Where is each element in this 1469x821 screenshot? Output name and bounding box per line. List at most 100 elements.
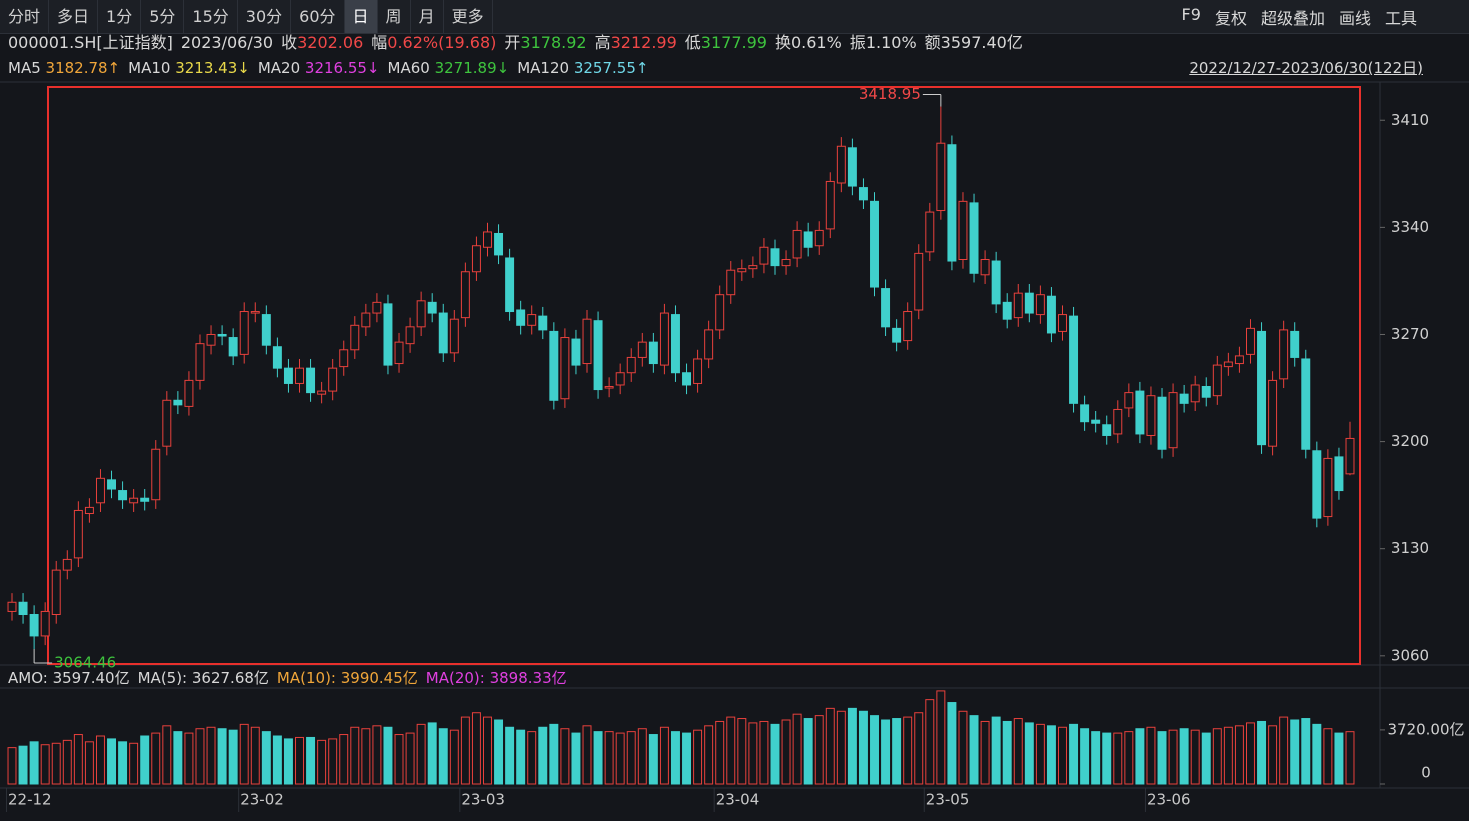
candle-body — [571, 338, 581, 366]
volume-bar — [261, 731, 271, 785]
candle-body — [858, 187, 868, 201]
volume-bar — [1334, 732, 1344, 785]
candle-body — [372, 301, 382, 314]
candle-body — [1301, 358, 1311, 450]
candle-body — [980, 259, 990, 276]
candle-body — [1135, 390, 1145, 435]
ma-value: 3257.55↑ — [573, 59, 649, 77]
tab[interactable]: 15分 — [184, 0, 238, 33]
candle-body — [228, 337, 238, 357]
tool[interactable]: 复权 — [1214, 8, 1247, 28]
volume-bar — [582, 725, 592, 785]
info-item: 振1.10% — [850, 32, 917, 54]
info-label: 低 — [684, 33, 701, 52]
candle-body — [527, 314, 537, 326]
volume-bar — [1234, 725, 1244, 785]
volume-bar — [372, 725, 382, 785]
volume-bar — [394, 734, 404, 785]
candle-body — [914, 252, 924, 311]
candle-body — [427, 301, 437, 314]
candle-body — [95, 477, 105, 504]
volume-bar — [1002, 720, 1012, 785]
candle-body — [538, 315, 548, 331]
candle-body — [737, 268, 747, 273]
candle-body — [505, 257, 515, 313]
candle-body — [1113, 408, 1123, 435]
volume-bar — [1124, 731, 1134, 785]
candle-body — [405, 326, 415, 345]
volume-tick-label: 3720.00亿 — [1387, 720, 1464, 738]
candle-body — [29, 614, 39, 637]
candle-body — [1179, 393, 1189, 404]
tab[interactable]: 5分 — [141, 0, 185, 33]
info-value: 0.61% — [790, 33, 842, 52]
tab[interactable]: 60分 — [291, 0, 345, 33]
candle-body — [1268, 379, 1278, 447]
volume-bar — [184, 732, 194, 785]
tool[interactable]: 工具 — [1384, 8, 1417, 28]
tool[interactable]: F9 — [1181, 4, 1201, 24]
candle-body — [1013, 292, 1023, 319]
tab[interactable]: 多日 — [49, 0, 99, 33]
tool[interactable]: 超级叠加 — [1260, 8, 1325, 28]
volume-bar — [1157, 731, 1167, 785]
low-annotation: 3064.46 — [54, 653, 116, 671]
volume-bar — [516, 729, 526, 785]
info-value: 3178.92 — [520, 33, 587, 52]
candle-body — [140, 497, 150, 502]
tab[interactable]: 月 — [411, 0, 444, 33]
candle-body — [1323, 457, 1333, 518]
candle-body — [1223, 361, 1233, 368]
candle-body — [62, 558, 72, 571]
date-range[interactable]: 2022/12/27-2023/06/30(122日) — [1189, 59, 1423, 77]
volume-bar — [648, 734, 658, 785]
tool[interactable]: 画线 — [1338, 8, 1371, 28]
candle-body — [1168, 392, 1178, 449]
candle-body — [206, 333, 216, 346]
tab[interactable]: 日 — [344, 0, 378, 33]
candle-body — [173, 399, 183, 406]
tab[interactable]: 更多 — [444, 0, 493, 33]
candle-body — [18, 601, 28, 616]
volume-legend-item: AMO: 3597.40亿 — [8, 669, 130, 687]
volume-bar — [1223, 726, 1233, 785]
tab[interactable]: 30分 — [238, 0, 292, 33]
candle-body — [626, 356, 636, 374]
candle-body — [847, 147, 857, 187]
volume-bar — [283, 738, 293, 785]
candle-body — [881, 288, 891, 328]
candle-body — [1157, 396, 1167, 450]
tab[interactable]: 周 — [378, 0, 411, 33]
candle-body — [239, 311, 249, 355]
tab[interactable]: 1分 — [98, 0, 142, 33]
tab[interactable]: 分时 — [0, 0, 50, 33]
candle-body — [1212, 364, 1222, 397]
tools: F9 复权 超级叠加 画线 工具 — [1182, 5, 1469, 29]
candle-body — [272, 346, 282, 369]
ma-label: MA5 — [8, 59, 41, 77]
volume-bar — [140, 735, 150, 785]
ma-label: MA60 — [387, 59, 430, 77]
info-value: 3177.99 — [700, 33, 767, 52]
candle-body — [107, 479, 117, 490]
volume-bar — [781, 719, 791, 785]
candle-body — [350, 324, 360, 351]
volume-bar — [626, 731, 636, 785]
candle-body — [759, 246, 769, 265]
candle-body — [560, 337, 570, 400]
ma-item: MA20 3216.55↓ — [258, 58, 380, 78]
volume-bar — [715, 720, 725, 785]
x-tick-label: 23-06 — [1147, 791, 1191, 809]
candle-body — [162, 399, 172, 447]
volume-bar — [560, 728, 570, 785]
y-tick-label: 3340 — [1391, 218, 1429, 236]
volume-bar — [29, 741, 39, 785]
info-row: 000001.SH[上证指数] 2023/06/30 收3202.06 幅0.62… — [8, 32, 1023, 54]
candle-body — [715, 294, 725, 331]
info-item: 低3177.99 — [685, 32, 767, 54]
volume-bar — [1091, 731, 1101, 785]
info-label: 幅 — [371, 33, 388, 52]
volume-bar — [350, 726, 360, 785]
volume-bar — [1345, 731, 1355, 785]
